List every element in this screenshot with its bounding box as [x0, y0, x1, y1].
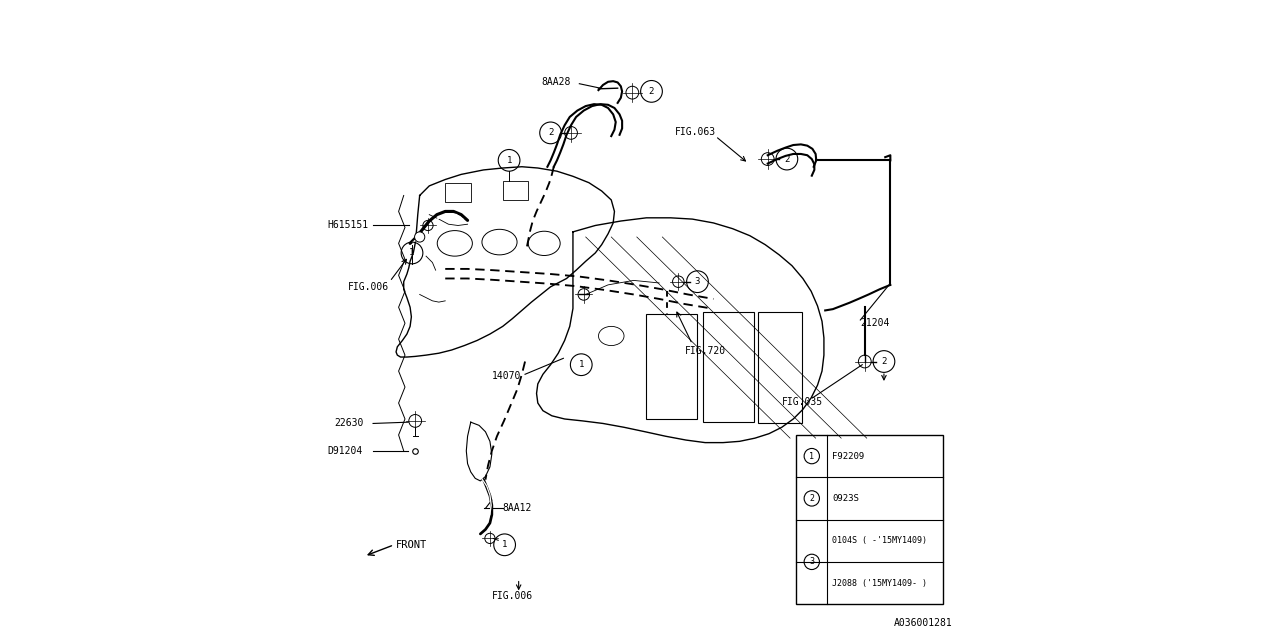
Text: D91204: D91204 — [328, 446, 362, 456]
Text: H615151: H615151 — [328, 221, 369, 230]
Text: 2: 2 — [809, 494, 814, 503]
Text: 1: 1 — [410, 248, 415, 257]
Text: FIG.720: FIG.720 — [685, 346, 726, 356]
Polygon shape — [396, 167, 614, 357]
Text: 2: 2 — [649, 87, 654, 96]
Text: 3: 3 — [695, 277, 700, 286]
Bar — [758, 312, 801, 424]
Bar — [796, 435, 943, 604]
Text: 1: 1 — [502, 540, 507, 549]
Text: 0104S ( -'15MY1409): 0104S ( -'15MY1409) — [832, 536, 927, 545]
Text: 8AA28: 8AA28 — [541, 77, 571, 87]
Text: 2: 2 — [881, 357, 887, 366]
Text: A036001281: A036001281 — [895, 618, 952, 628]
Text: J2088 ('15MY1409- ): J2088 ('15MY1409- ) — [832, 579, 927, 588]
Bar — [445, 182, 471, 202]
Polygon shape — [536, 218, 824, 443]
Text: 1: 1 — [579, 360, 584, 369]
Text: 0923S: 0923S — [832, 494, 859, 503]
Text: 22630: 22630 — [335, 419, 364, 428]
Text: 3: 3 — [809, 557, 814, 566]
Bar — [503, 180, 529, 200]
Text: FRONT: FRONT — [396, 540, 428, 550]
Text: 8AA12: 8AA12 — [503, 504, 532, 513]
Text: 21204: 21204 — [860, 318, 890, 328]
Circle shape — [415, 232, 425, 242]
Bar — [703, 312, 754, 422]
Text: 1: 1 — [809, 452, 814, 461]
Text: FIG.063: FIG.063 — [675, 127, 716, 136]
Text: F92209: F92209 — [832, 452, 864, 461]
Text: 2: 2 — [785, 155, 790, 164]
Bar — [646, 314, 698, 419]
Text: FIG.035: FIG.035 — [782, 397, 823, 407]
Polygon shape — [466, 422, 492, 481]
Text: FIG.006: FIG.006 — [347, 282, 389, 292]
Text: 1: 1 — [507, 156, 512, 165]
Text: FIG.006: FIG.006 — [492, 591, 532, 601]
Text: 2: 2 — [548, 129, 553, 138]
Text: 14070: 14070 — [492, 371, 521, 381]
